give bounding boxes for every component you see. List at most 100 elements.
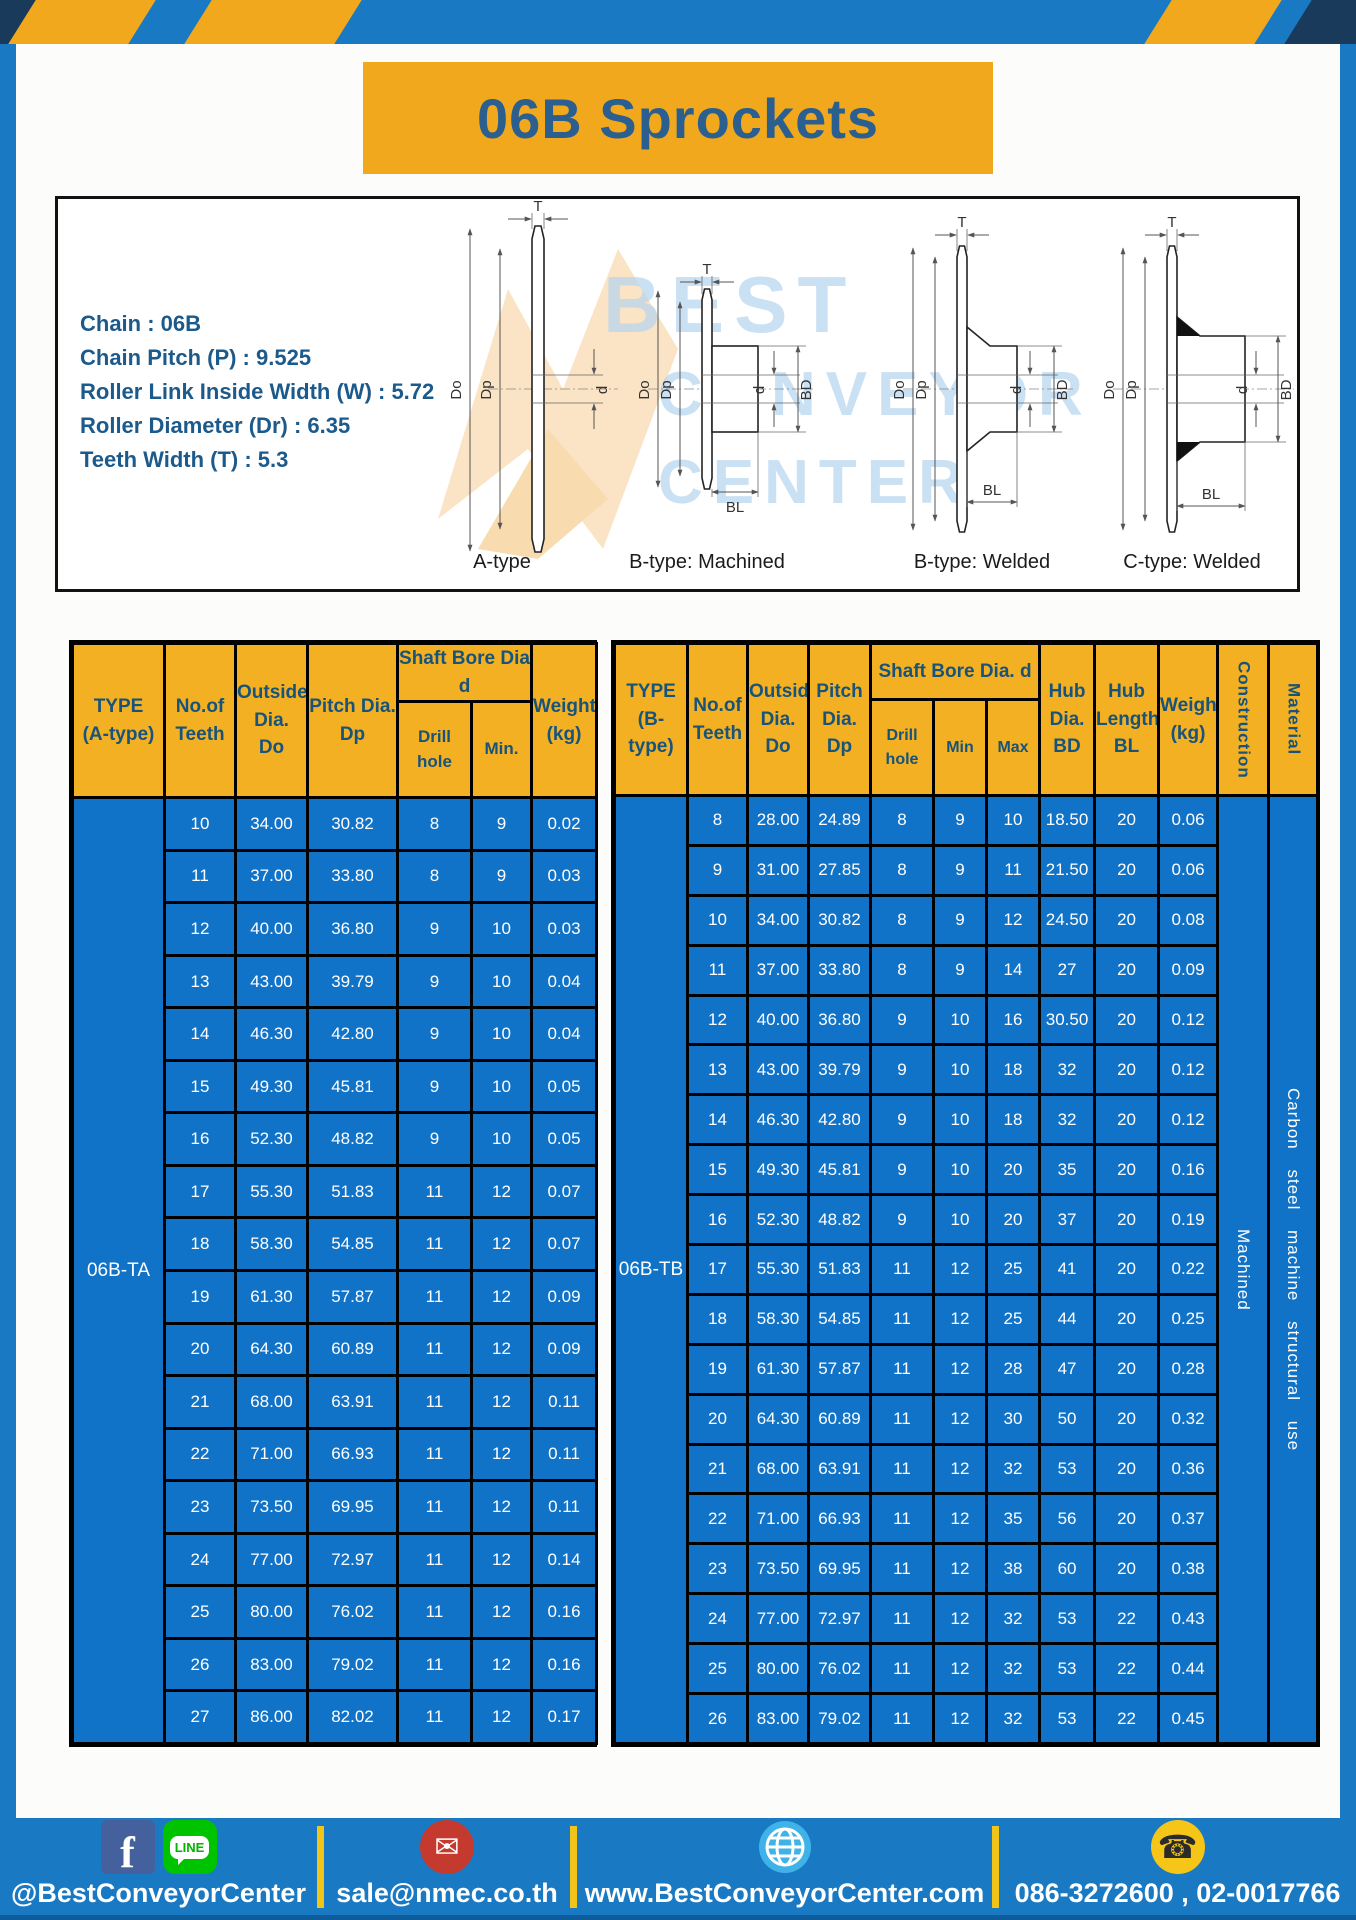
table-row: 9 31.00 27.85 8 9 11 21.50 20 0.06 xyxy=(615,843,1318,897)
table-cell: 37 xyxy=(1038,1193,1097,1247)
table-row: 21 68.00 63.91 11 12 32 53 20 0.36 xyxy=(615,1442,1318,1496)
table-cell: 53 xyxy=(1038,1642,1097,1696)
col-header-hub-length: Hub Length BL xyxy=(1093,642,1161,797)
svg-text:BL: BL xyxy=(1202,486,1220,503)
table-cell: 51.83 xyxy=(807,1243,872,1296)
svg-text:T: T xyxy=(702,261,711,278)
corner-stripe xyxy=(1284,0,1356,44)
table-cell: 11 xyxy=(396,1584,473,1640)
table-cell: 60 xyxy=(1038,1542,1097,1596)
col-header-pitch-dia: Pitch Dia. Dp xyxy=(306,641,399,800)
table-cell: 0.16 xyxy=(530,1584,598,1640)
table-cell: 71.00 xyxy=(746,1492,810,1546)
phone-icon: ☎ xyxy=(1150,1820,1205,1874)
table-cell: 0.02 xyxy=(530,796,598,852)
table-cell: 52.30 xyxy=(746,1193,810,1247)
table-cell: 33.80 xyxy=(807,943,872,997)
table-cell: 11 xyxy=(869,1542,935,1596)
table-row: 12 40.00 36.80 9 10 16 30.50 20 0.12 xyxy=(615,993,1318,1047)
table-cell: 20 xyxy=(1093,843,1161,897)
table-cell: 9 xyxy=(869,1193,935,1247)
table-cell: 12 xyxy=(932,1692,988,1745)
table-cell: 20 xyxy=(1093,1292,1161,1346)
svg-text:T: T xyxy=(533,199,542,215)
table-cell: 0.37 xyxy=(1157,1492,1220,1546)
table-cell: 24 xyxy=(163,1531,237,1588)
table-cell: 39.79 xyxy=(807,1043,872,1097)
table-cell: 0.32 xyxy=(1157,1392,1220,1446)
table-row: 06B-TA 10 34.00 30.82 8 9 0.02 xyxy=(71,796,598,1745)
table-cell: 18.50 xyxy=(1038,794,1097,847)
table-cell: 0.06 xyxy=(1157,843,1220,897)
table-row: 24 77.00 72.97 11 12 0.14 xyxy=(73,1531,598,1588)
table-cell: 20 xyxy=(1093,893,1161,947)
table-cell: 49.30 xyxy=(746,1143,810,1197)
table-cell: 24.50 xyxy=(1038,893,1097,947)
table-cell: 0.09 xyxy=(1157,943,1220,997)
table-cell: 55.30 xyxy=(746,1243,810,1296)
table-row: 19 61.30 57.87 11 12 0.09 xyxy=(73,1269,598,1325)
table-a-type: TYPE (A-type) No.of Teeth Outside Dia. D… xyxy=(69,640,598,1747)
table-cell: 20 xyxy=(1093,1243,1161,1296)
table-cell: 8 xyxy=(396,796,473,852)
table-cell: 9 xyxy=(869,1093,935,1147)
page-title-banner: 06B Sprockets xyxy=(363,62,993,174)
table-cell: 12 xyxy=(932,1642,988,1696)
table-cell: 27.85 xyxy=(807,843,872,897)
table-row: 20 64.30 60.89 11 12 30 50 20 0.32 xyxy=(615,1392,1318,1446)
table-cell: 20 xyxy=(1093,1392,1161,1446)
table-cell: 20 xyxy=(1093,1342,1161,1396)
table-cell: 61.30 xyxy=(234,1269,309,1325)
col-header-material: Material xyxy=(1267,642,1320,797)
svg-text:Do: Do xyxy=(891,380,908,399)
table-cell: 22 xyxy=(1093,1642,1161,1696)
table-cell: 12 xyxy=(470,1269,533,1325)
col-header-weight: Weight (kg) xyxy=(1157,642,1220,797)
table-cell: 11 xyxy=(869,1642,935,1696)
col-header-teeth: No.of Teeth xyxy=(686,642,749,797)
table-cell: 76.02 xyxy=(807,1642,872,1696)
table-cell: 15 xyxy=(686,1143,749,1197)
svg-text:Dp: Dp xyxy=(913,380,930,399)
table-cell: 40.00 xyxy=(746,993,810,1047)
table-cell: 64.30 xyxy=(234,1321,309,1378)
header-stripe xyxy=(184,0,362,44)
col-header-type: TYPE (A-type) xyxy=(71,641,166,800)
table-cell: 64.30 xyxy=(746,1392,810,1446)
table-cell: 0.07 xyxy=(530,1163,598,1220)
table-cell: 0.03 xyxy=(530,901,598,957)
table-cell: 33.80 xyxy=(306,848,399,905)
table-cell: 8 xyxy=(686,794,749,847)
table-cell: 10 xyxy=(470,1058,533,1115)
table-cell: 83.00 xyxy=(234,1636,309,1693)
table-cell: 9 xyxy=(396,1058,473,1115)
footer-divider xyxy=(317,1826,324,1908)
footer-email: sale@nmec.co.th xyxy=(336,1878,558,1908)
material-value-cell: Carbon steel machine structural use xyxy=(1267,794,1320,1745)
table-cell: 22 xyxy=(163,1426,237,1483)
table-cell: 12 xyxy=(932,1243,988,1296)
table-cell: 31.00 xyxy=(746,843,810,897)
table-cell: 21 xyxy=(163,1374,237,1430)
table-cell: 8 xyxy=(869,893,935,947)
table-cell: 32 xyxy=(984,1692,1042,1745)
footer-phone-numbers: 086-3272600 , 02-0017766 xyxy=(1014,1878,1341,1908)
table-cell: 11 xyxy=(869,1392,935,1446)
table-cell: 60.89 xyxy=(807,1392,872,1446)
table-cell: 35 xyxy=(984,1492,1042,1546)
table-cell: 53 xyxy=(1038,1592,1097,1646)
table-cell: 9 xyxy=(932,943,988,997)
table-cell: 23 xyxy=(163,1479,237,1535)
table-cell: 0.28 xyxy=(1157,1342,1220,1396)
line-icon: LINE xyxy=(162,1820,217,1874)
table-cell: 0.11 xyxy=(530,1479,598,1535)
spec-line: Roller Link Inside Width (W) : 5.72 xyxy=(80,379,435,404)
table-cell: 11 xyxy=(396,1689,473,1745)
table-cell: 10 xyxy=(470,1006,533,1062)
table-cell: 26 xyxy=(686,1692,749,1745)
table-cell: 12 xyxy=(163,901,237,957)
table-cell: 11 xyxy=(396,1269,473,1325)
table-cell: 8 xyxy=(869,843,935,897)
table-cell: 10 xyxy=(932,1043,988,1097)
